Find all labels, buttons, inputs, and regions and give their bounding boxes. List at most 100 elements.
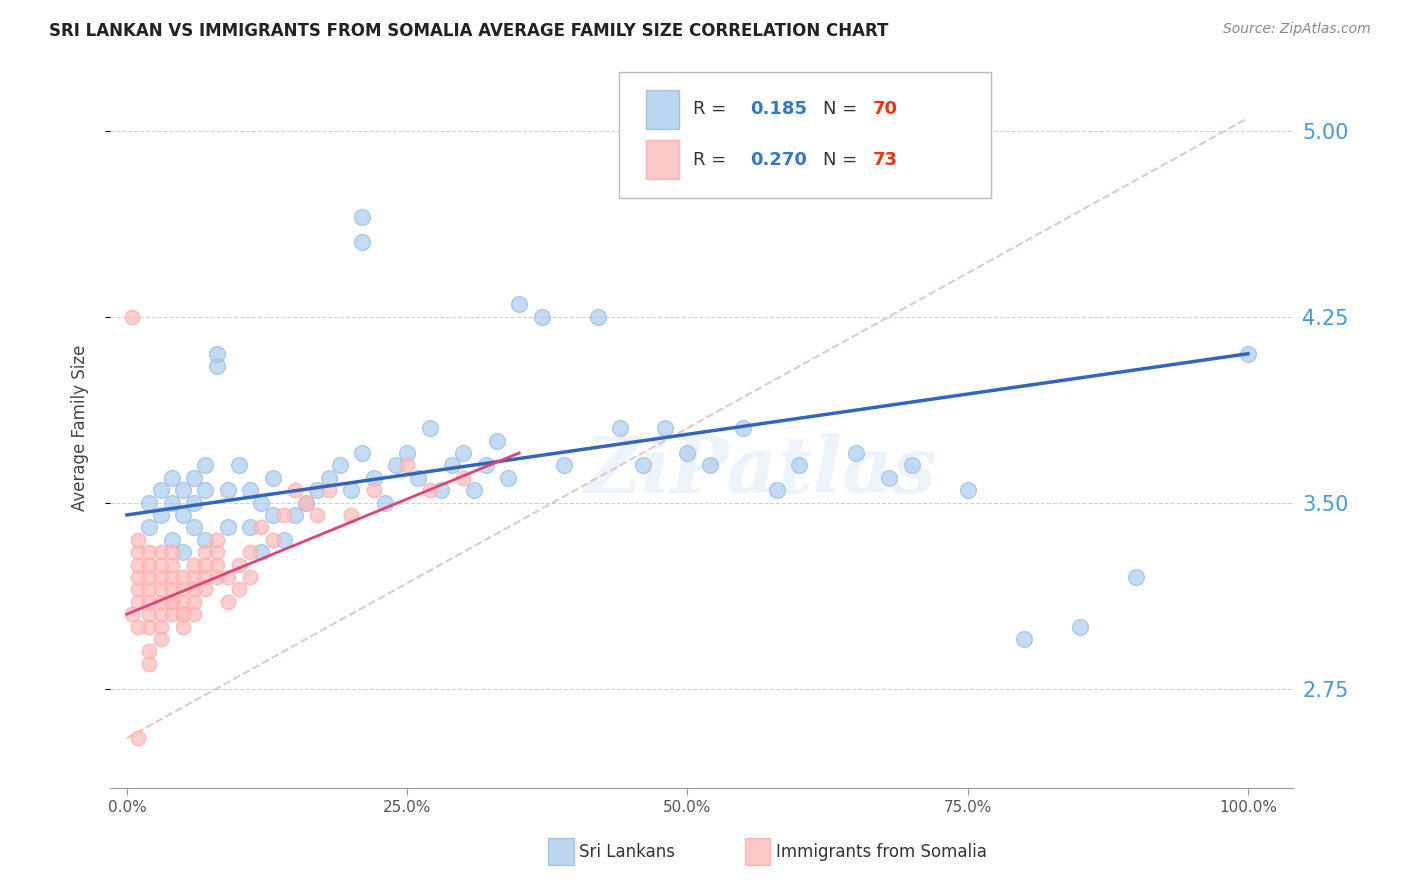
Point [508, 297, 530, 311]
Point [250, 520, 273, 534]
Point [419, 421, 441, 435]
Point [172, 607, 194, 622]
Point [553, 458, 575, 473]
Point [138, 558, 160, 572]
Text: 73: 73 [873, 151, 898, 169]
Point [160, 595, 183, 609]
Point [183, 582, 205, 597]
Point [172, 619, 194, 633]
Text: ZiPatlas: ZiPatlas [585, 433, 936, 509]
Point [352, 211, 374, 225]
Point [127, 731, 149, 746]
Point [127, 545, 149, 559]
Point [363, 471, 385, 485]
Point [183, 558, 205, 572]
Point [676, 446, 699, 460]
Point [172, 595, 194, 609]
Point [352, 235, 374, 249]
Point [183, 607, 205, 622]
Point [1125, 570, 1147, 584]
Point [138, 582, 160, 597]
Point [183, 595, 205, 609]
FancyBboxPatch shape [619, 72, 991, 198]
Text: R =: R = [693, 101, 733, 119]
Point [228, 582, 250, 597]
Point [273, 508, 295, 522]
Point [284, 508, 307, 522]
Point [172, 483, 194, 497]
Point [149, 619, 172, 633]
Point [586, 310, 609, 324]
Point [160, 582, 183, 597]
Text: Immigrants from Somalia: Immigrants from Somalia [776, 843, 987, 861]
Point [262, 471, 284, 485]
Point [183, 520, 205, 534]
Point [631, 458, 654, 473]
Point [194, 533, 217, 547]
Point [127, 619, 149, 633]
Point [1069, 619, 1091, 633]
Point [374, 495, 396, 509]
Point [138, 657, 160, 671]
Point [160, 595, 183, 609]
Point [295, 495, 318, 509]
Point [239, 520, 262, 534]
Point [127, 582, 149, 597]
Text: R =: R = [693, 151, 733, 169]
Text: 70: 70 [873, 101, 898, 119]
Point [408, 471, 430, 485]
Point [217, 483, 239, 497]
Point [149, 582, 172, 597]
Point [160, 533, 183, 547]
Point [138, 607, 160, 622]
Point [396, 446, 419, 460]
Text: 0.270: 0.270 [749, 151, 807, 169]
Point [160, 471, 183, 485]
Point [239, 570, 262, 584]
Point [385, 458, 408, 473]
Point [138, 495, 160, 509]
Point [127, 558, 149, 572]
Point [138, 520, 160, 534]
Point [250, 495, 273, 509]
Point [239, 483, 262, 497]
Point [172, 607, 194, 622]
Text: 0.185: 0.185 [749, 101, 807, 119]
Point [789, 458, 811, 473]
Point [121, 607, 143, 622]
Point [172, 508, 194, 522]
Point [273, 533, 295, 547]
Point [262, 508, 284, 522]
Point [138, 570, 160, 584]
Point [429, 483, 451, 497]
Point [138, 644, 160, 658]
Point [609, 421, 631, 435]
Point [194, 558, 217, 572]
Point [205, 558, 228, 572]
Point [172, 570, 194, 584]
Point [138, 595, 160, 609]
Point [307, 483, 329, 497]
Point [530, 310, 553, 324]
Point [733, 421, 755, 435]
Point [127, 533, 149, 547]
Text: SRI LANKAN VS IMMIGRANTS FROM SOMALIA AVERAGE FAMILY SIZE CORRELATION CHART: SRI LANKAN VS IMMIGRANTS FROM SOMALIA AV… [49, 22, 889, 40]
Point [205, 533, 228, 547]
Point [194, 458, 217, 473]
Point [149, 570, 172, 584]
Point [149, 595, 172, 609]
Text: Source: ZipAtlas.com: Source: ZipAtlas.com [1223, 22, 1371, 37]
Point [766, 483, 789, 497]
Text: Sri Lankans: Sri Lankans [579, 843, 675, 861]
Point [149, 607, 172, 622]
Point [352, 446, 374, 460]
Point [149, 558, 172, 572]
FancyBboxPatch shape [645, 89, 679, 129]
Point [194, 570, 217, 584]
Point [900, 458, 922, 473]
Point [160, 570, 183, 584]
Point [194, 483, 217, 497]
Point [496, 471, 519, 485]
Point [127, 595, 149, 609]
Point [329, 458, 352, 473]
